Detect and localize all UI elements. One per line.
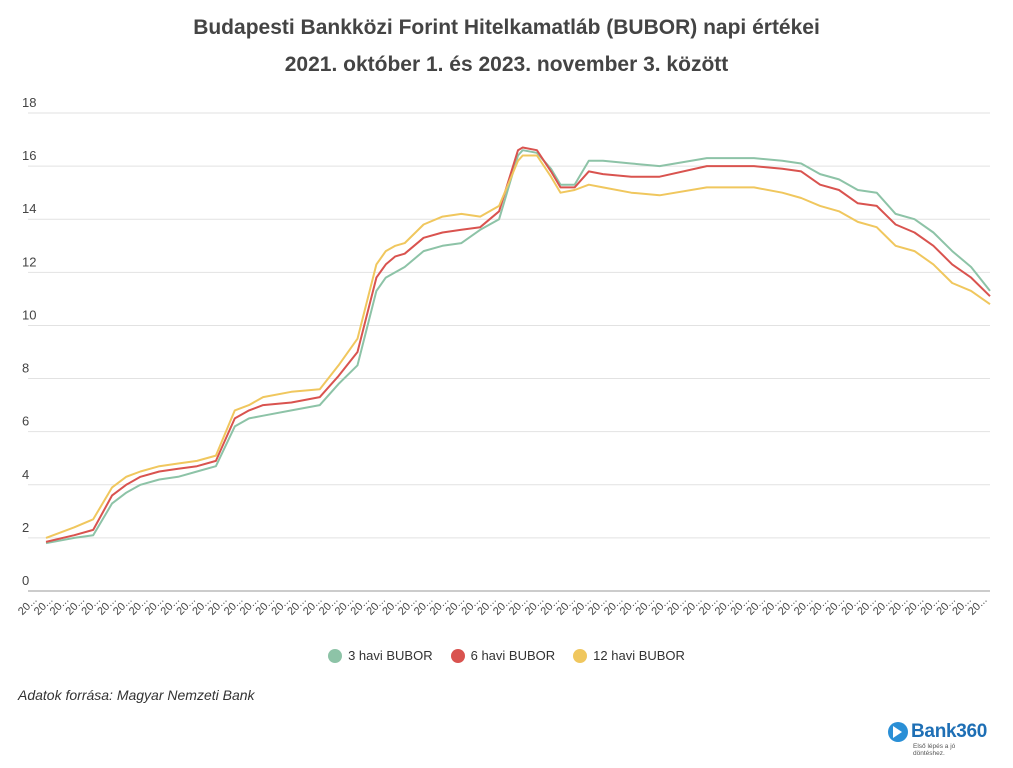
- legend-item-3-havi[interactable]: 3 havi BUBOR: [328, 648, 433, 663]
- y-tick-label: 8: [22, 361, 29, 376]
- y-tick-label: 6: [22, 414, 29, 429]
- bank360-logo-icon: [888, 722, 908, 742]
- legend-swatch-3-havi: [328, 648, 343, 663]
- logo-name: Bank360: [911, 721, 988, 742]
- legend: 3 havi BUBOR 6 havi BUBOR 12 havi BUBOR: [0, 648, 1013, 663]
- logo-tagline: Első lépés a jó döntéshez.: [913, 743, 956, 757]
- legend-label-3-havi: 3 havi BUBOR: [348, 648, 433, 663]
- legend-swatch-6-havi: [450, 648, 465, 663]
- y-tick-label: 12: [22, 254, 36, 269]
- data-source: Adatok forrása: Magyar Nemzeti Bank: [18, 687, 255, 703]
- series-line-12-havi: [45, 154, 991, 539]
- x-tick-label: 20...: [966, 594, 990, 618]
- line-chart: 0 2 4 6 8 10 12 14 16 18 20...20...20...20...20..…: [16, 95, 991, 618]
- bank360-logo[interactable]: Bank360 Első lépés a jó döntéshez.: [888, 721, 988, 757]
- y-tick-label: 10: [22, 307, 36, 322]
- series-line-3-havi: [45, 149, 991, 545]
- y-tick-label: 2: [22, 520, 29, 535]
- legend-label-6-havi: 6 havi BUBOR: [470, 648, 556, 663]
- y-tick-label: 18: [22, 95, 36, 110]
- x-axis-ticks: 20...20...20...20...20...20...20...20...…: [16, 594, 990, 618]
- legend-swatch-12-havi: [573, 648, 588, 663]
- legend-item-6-havi[interactable]: 6 havi BUBOR: [450, 648, 556, 663]
- series-line-6-havi: [45, 146, 991, 543]
- legend-label-12-havi: 12 havi BUBOR: [593, 648, 685, 663]
- chart-title-line2: 2021. október 1. és 2023. november 3. kö…: [284, 53, 729, 76]
- y-tick-label: 14: [22, 201, 36, 216]
- series-lines: [45, 146, 991, 545]
- y-tick-label: 0: [22, 573, 29, 588]
- y-tick-label: 16: [22, 148, 36, 163]
- y-axis-ticks: 0 2 4 6 8 10 12 14 16 18: [22, 95, 36, 588]
- legend-item-12-havi[interactable]: 12 havi BUBOR: [573, 648, 685, 663]
- grid: [28, 112, 990, 592]
- chart-title-line1: Budapesti Bankközi Forint Hitelkamatláb …: [193, 16, 820, 39]
- y-tick-label: 4: [22, 467, 29, 482]
